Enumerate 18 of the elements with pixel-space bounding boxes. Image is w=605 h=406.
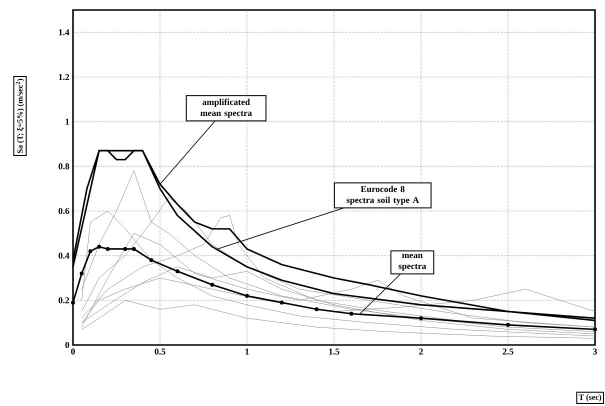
- annotation: amplificated mean spectra: [200, 98, 252, 118]
- y-tick-label: 1.2: [58, 74, 70, 80]
- x-tick-label: 2: [419, 348, 423, 354]
- y-tick-label: 1.4: [58, 29, 70, 36]
- y-tick-label: 0.2: [58, 297, 70, 304]
- x-tick-label: 0: [71, 348, 75, 355]
- x-tick-label: 1: [245, 348, 249, 354]
- y-tick-label: 1: [66, 118, 70, 125]
- annotation: mean spectra: [398, 254, 426, 271]
- x-tick-label: 1.5: [329, 348, 340, 355]
- annotation: Eurocode 8 spectra soil type A: [346, 186, 420, 205]
- y-tick-label: 0.8: [58, 163, 70, 170]
- y-tick-label: 0: [65, 342, 70, 348]
- y-tick-label: 0.4: [58, 252, 70, 259]
- y-tick-label: 0.6: [58, 208, 70, 214]
- x-tick-label: 0.5: [154, 348, 166, 355]
- x-tick-label: 3: [593, 348, 597, 355]
- x-tick-label: 2.5: [502, 348, 514, 355]
